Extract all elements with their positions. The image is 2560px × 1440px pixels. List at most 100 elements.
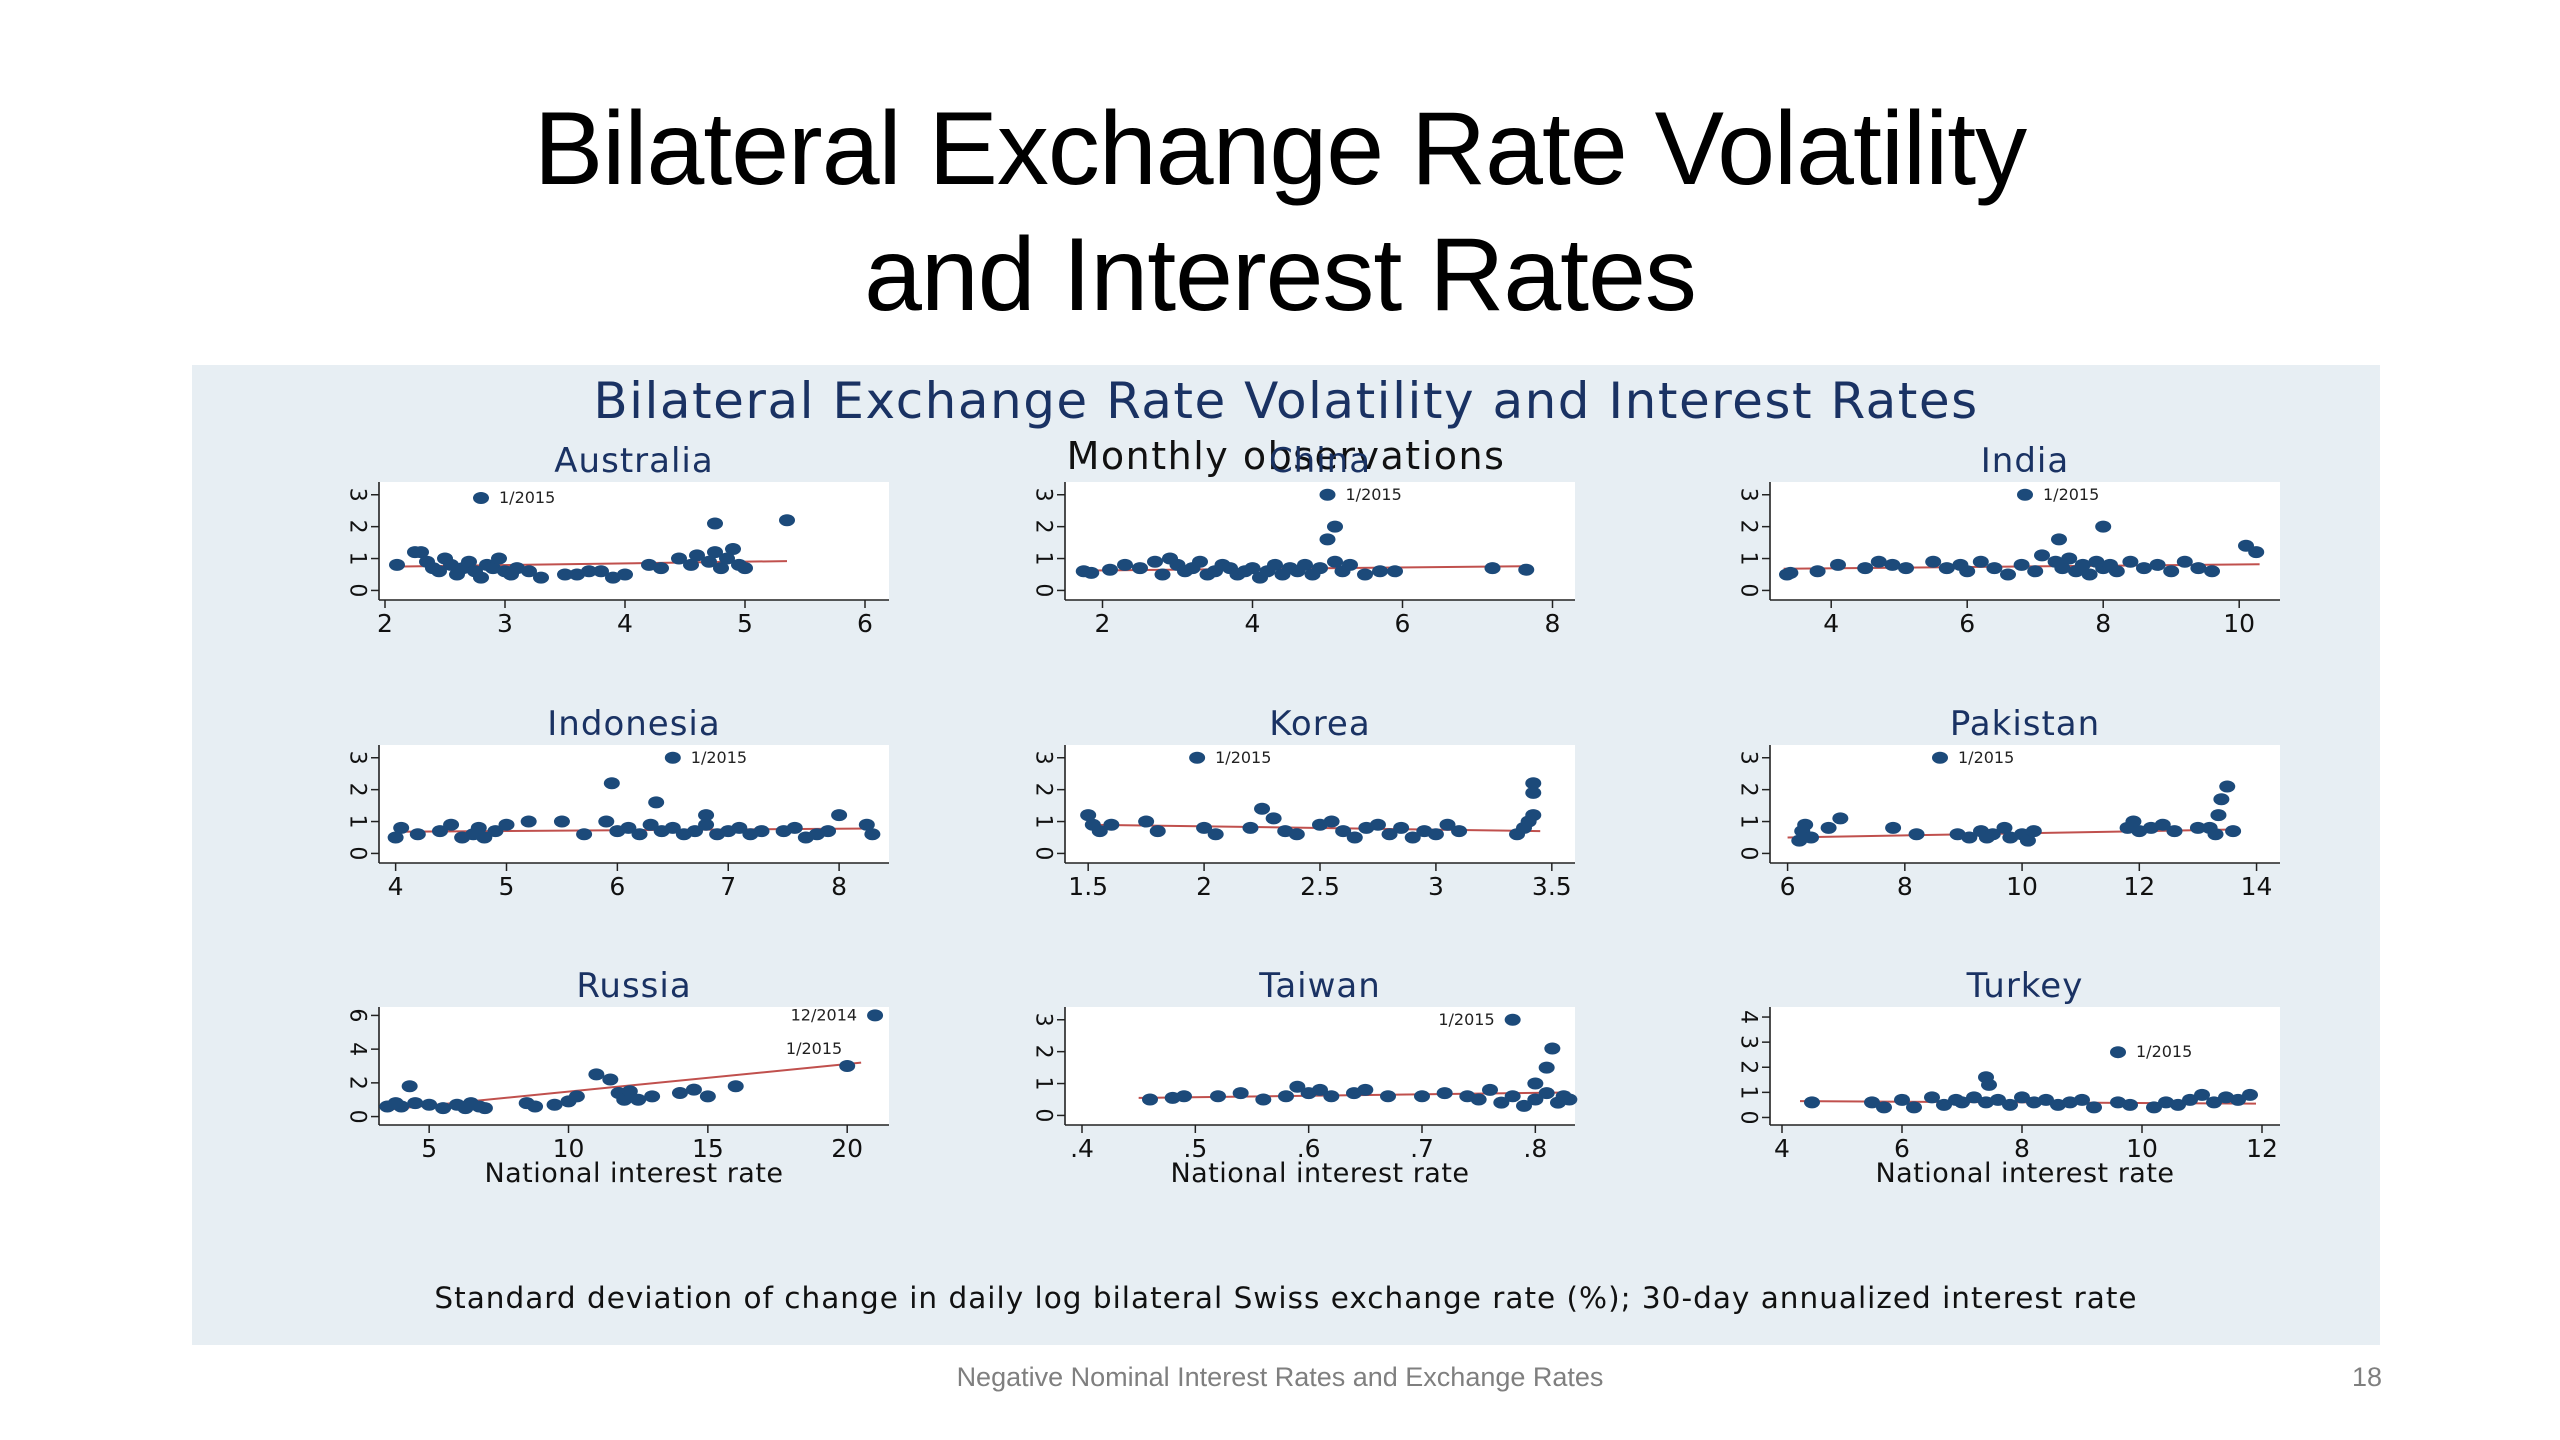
data-point [1451, 825, 1468, 838]
data-point [1080, 809, 1097, 822]
data-point [476, 831, 493, 844]
data-point [473, 491, 489, 504]
data-point [1242, 821, 1259, 834]
y-tick-label: 2 [1736, 1060, 1761, 1074]
panel-korea: Korea 1.5 2 2.5 3 3.5 0 1 2 3 1/2015 [1031, 704, 1575, 901]
data-point [2034, 549, 2050, 562]
data-point [1327, 555, 1343, 568]
data-point [2182, 1093, 2198, 1106]
data-point [786, 821, 803, 834]
data-point [2170, 1098, 2186, 1111]
data-point [1103, 818, 1120, 831]
data-point [2225, 825, 2242, 838]
panel-india: India 4 6 8 10 0 1 2 3 1/2015 [1736, 441, 2280, 638]
data-point [413, 546, 429, 559]
data-point [485, 562, 501, 575]
data-point [2038, 1093, 2054, 1106]
x-tick-label: 4 [1774, 1134, 1790, 1163]
data-point [1954, 1096, 1970, 1109]
y-tick-label: 0 [1736, 583, 1761, 597]
data-point [1149, 825, 1166, 838]
data-point [603, 777, 620, 790]
point-annotation: 1/2015 [786, 1039, 842, 1058]
data-point [1147, 555, 1163, 568]
figure-title: Bilateral Exchange Rate Volatility and I… [593, 372, 1978, 430]
y-tick-label: 3 [345, 488, 370, 502]
x-tick-label: .4 [1070, 1134, 1094, 1163]
panel-russia: Russia 5 10 15 20 0 2 4 6 12/2014 1/2015 National i… [345, 966, 889, 1189]
x-tick-label: 6 [1395, 609, 1411, 638]
point-annotation: 1/2015 [1215, 748, 1271, 767]
data-point [2014, 1091, 2030, 1104]
y-tick-label: 4 [345, 1042, 370, 1056]
data-point [1809, 565, 1826, 578]
data-point [2081, 568, 2098, 581]
data-point [641, 558, 657, 571]
y-tick-label: 2 [345, 520, 370, 534]
x-tick-label: 10 [2006, 872, 2038, 901]
data-point [431, 825, 448, 838]
x-tick-label: 2.5 [1300, 872, 1340, 901]
data-point [1898, 562, 1914, 575]
data-point [1525, 786, 1542, 799]
data-point [1938, 562, 1955, 575]
y-tick-label: 2 [1736, 520, 1761, 534]
data-point [698, 809, 715, 822]
data-point [858, 818, 875, 831]
y-tick-label: 0 [345, 1110, 370, 1124]
data-point [1312, 1083, 1328, 1096]
data-point [1516, 1099, 1532, 1112]
data-point [1924, 1091, 1940, 1104]
data-point [1346, 831, 1363, 844]
data-point [1959, 565, 1976, 578]
data-point [431, 565, 447, 578]
y-tick-label: 3 [345, 751, 370, 765]
data-point [1210, 1090, 1226, 1103]
slide-title: Bilateral Exchange Rate Volatility and I… [0, 86, 2560, 338]
data-point [698, 818, 715, 831]
data-point [1493, 1096, 1510, 1109]
x-tick-label: 7 [720, 872, 736, 901]
data-point [1232, 1087, 1249, 1100]
data-point [2061, 552, 2078, 565]
x-tick-label: 6 [609, 872, 625, 901]
data-point [1966, 1091, 1982, 1104]
data-point [2074, 558, 2091, 571]
data-point [1538, 1061, 1555, 1074]
y-tick-label: 0 [1736, 846, 1761, 860]
data-point [617, 568, 633, 581]
data-point [1278, 1090, 1294, 1103]
x-tick-label: 20 [831, 1134, 863, 1163]
point-annotation: 12/2014 [791, 1005, 857, 1024]
data-point [1518, 563, 1535, 576]
data-point [2154, 818, 2171, 831]
page-number: 18 [2351, 1362, 2382, 1392]
x-tick-label: 8 [831, 872, 847, 901]
data-point [701, 555, 717, 568]
y-tick-label: 3 [1736, 1035, 1761, 1049]
y-tick-label: 1 [345, 815, 370, 829]
data-point [2213, 793, 2230, 806]
data-point [2013, 558, 2030, 571]
x-tick-label: 10 [2126, 1134, 2158, 1163]
data-point [1091, 825, 1108, 838]
panel-title: Taiwan [1258, 966, 1381, 1006]
data-point [671, 552, 687, 565]
data-point [725, 542, 741, 555]
data-point [727, 1080, 744, 1093]
data-point [1267, 558, 1283, 571]
panel-title: Korea [1269, 704, 1370, 744]
panel-china: China 2 4 6 8 0 1 2 3 1/2015 [1031, 441, 1575, 638]
data-point [581, 565, 597, 578]
data-point [1255, 1093, 1272, 1106]
data-point [1925, 555, 1942, 568]
data-point [598, 815, 615, 828]
data-point [588, 1068, 605, 1081]
data-point [731, 821, 748, 834]
data-point [2136, 562, 2152, 575]
data-point [2219, 780, 2236, 793]
panel-title: Pakistan [1950, 704, 2100, 744]
data-point [707, 517, 723, 530]
y-tick-label: 0 [1031, 846, 1056, 860]
